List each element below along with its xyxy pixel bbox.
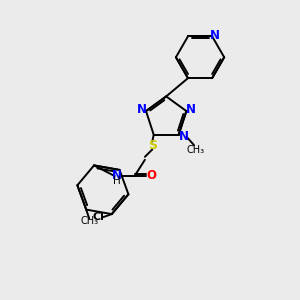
Text: N: N xyxy=(185,103,196,116)
Text: N: N xyxy=(179,130,189,143)
Text: Cl: Cl xyxy=(92,212,104,222)
Text: CH₃: CH₃ xyxy=(80,216,98,226)
Text: CH₃: CH₃ xyxy=(186,145,204,155)
Text: O: O xyxy=(146,169,156,182)
Text: N: N xyxy=(209,29,220,42)
Text: S: S xyxy=(148,139,157,152)
Text: N: N xyxy=(112,169,122,182)
Text: H: H xyxy=(113,176,121,186)
Text: N: N xyxy=(137,103,147,116)
